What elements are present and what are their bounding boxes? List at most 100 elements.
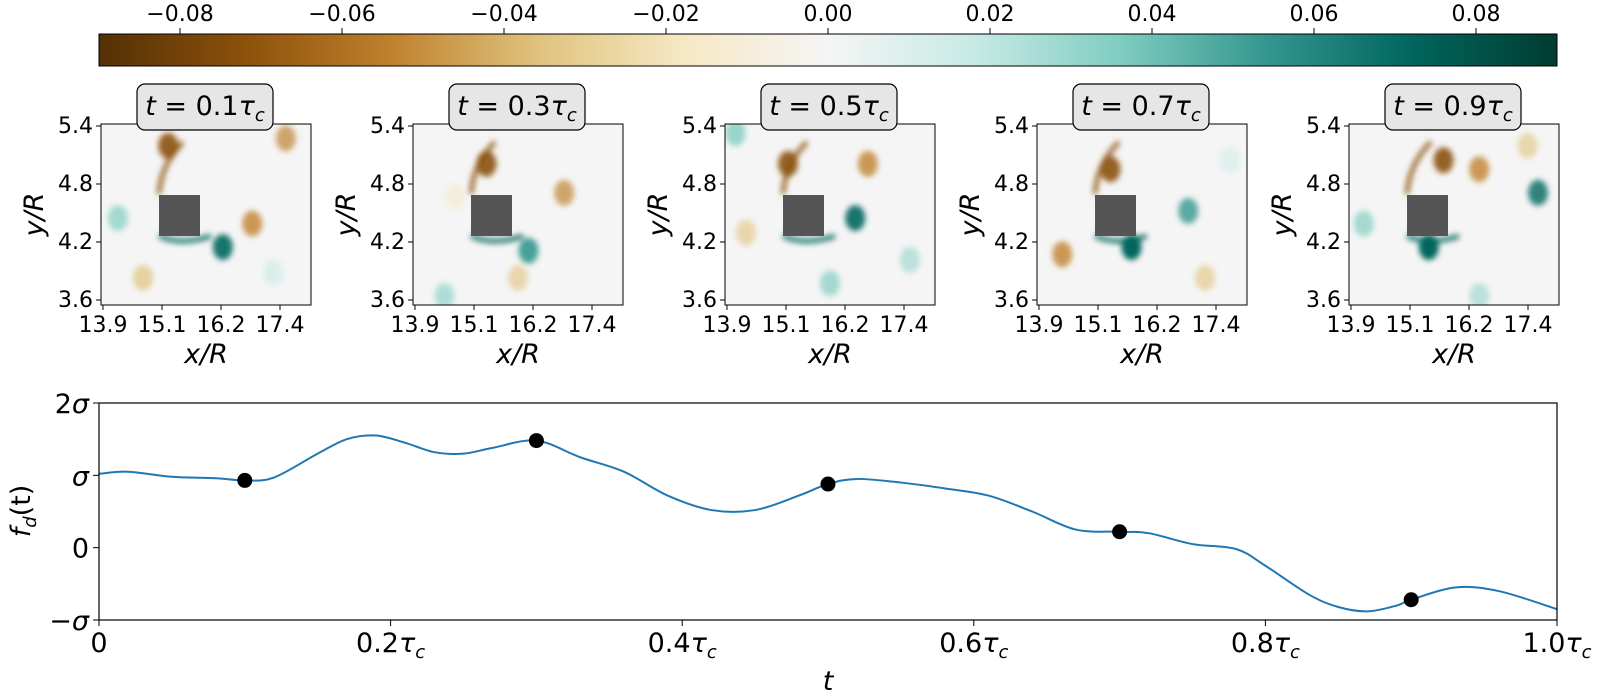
colorbar: −0.08 −0.06 −0.04 −0.02 0.00 0.02 0.04 0.06 0.08 [98,2,1558,67]
vortex-blob [242,210,263,237]
y-tick-label: 3.6 [994,288,1029,313]
x-tick-label: 17.4 [568,313,617,338]
x-tick-label: 13.9 [79,313,128,338]
x-tick-label: 0.4τc [648,628,717,663]
snapshot-panel: 5.4 4.8 4.2 3.613.9 15.1 16.2 17.4 x/R y/R t = 0.… [19,83,312,370]
shear-layer-bottom [1093,233,1148,244]
panel-x-axis-label: x/R [183,339,228,370]
shear-layer-bottom [1405,233,1460,244]
time-label-box [136,83,274,131]
x-tick-label: 0 [90,628,107,659]
obstacle-square [1095,195,1136,236]
vorticity-blobs [434,140,575,305]
y-tick-label: 5.4 [994,114,1029,139]
colorbar-ticks: −0.08 −0.06 −0.04 −0.02 0.00 0.02 0.04 0.06 0.08 [146,2,1500,34]
vortex-blob [820,270,840,297]
x-tick-label: 15.1 [1074,313,1123,338]
series-line [98,434,1558,613]
vortex-blob [263,259,284,286]
panel-x-axis-label: x/R [807,339,852,370]
vortex-blob [275,125,296,152]
colorbar-tick-label: −0.08 [146,2,213,27]
time-label-box [1384,83,1522,131]
colorbar-tick-label: 0.00 [804,2,853,27]
vortex-blob [1469,282,1490,305]
y-tick-label: 3.6 [58,288,93,313]
obstacle-square [783,195,824,236]
colorbar-tick-label: −0.06 [308,2,375,27]
y-tick-label: 4.2 [1306,230,1341,255]
colorbar-tick-label: 0.04 [1128,2,1177,27]
shear-layer-top [156,140,185,195]
obstacle-square [159,195,200,236]
vortex-blob [1353,210,1374,237]
colorbar-tick-label: 0.06 [1290,2,1339,27]
x-tick-label: 0.8τc [1231,628,1300,663]
time-label-box [760,83,898,131]
vortex-blob [1195,264,1215,291]
time-label: t = 0.5τc [769,91,889,126]
y-tick-label: 4.8 [682,172,717,197]
x-tick-label: 17.4 [256,313,305,338]
time-label-box [448,83,586,131]
panel-y-axis-label: y/R [643,193,674,238]
snapshot-panel: 5.4 4.8 4.2 3.613.9 15.1 16.2 17.4 x/R y/R t = 0.… [1267,83,1560,370]
colorbar-tick-label: −0.02 [632,2,699,27]
vortex-blob [845,205,866,232]
vortex-blob [1052,241,1073,268]
x-tick-label: 16.2 [509,313,558,338]
x-tick-label: 15.1 [138,313,187,338]
y-tick-label: 4.8 [58,172,93,197]
y-tick-label: 4.2 [58,230,93,255]
vortex-blob [554,179,575,206]
y-tick-label: 0 [72,534,89,565]
y-tick-label: 3.6 [370,288,405,313]
obstacle-square [471,195,512,236]
vortex-blob [518,237,539,264]
panel-x-axis-label: x/R [1119,339,1164,370]
y-tick-label: 3.6 [1306,288,1341,313]
x-tick-label: 0.2τc [356,628,425,663]
time-label: t = 0.9τc [1393,91,1513,126]
snapshot-panel: 5.4 4.8 4.2 3.613.9 15.1 16.2 17.4 x/R y/R t = 0.… [643,83,936,370]
vortex-blob [508,264,528,291]
snapshot-marker [1403,592,1419,608]
y-tick-label: −σ [49,606,90,637]
panel-y-axis-label: y/R [331,193,362,238]
colorbar-tick-label: 0.02 [966,2,1015,27]
snapshot-panel: 5.4 4.8 4.2 3.613.9 15.1 16.2 17.4 x/R y/R t = 0.… [331,83,624,370]
shear-layer-top [468,140,497,195]
obstacle-square [1407,195,1448,236]
vortex-blob [899,246,920,273]
shear-layer-bottom [469,233,524,244]
vortex-blob [133,264,153,291]
y-tick-label: σ [72,461,90,492]
x-tick-label: 0.6τc [939,628,1008,663]
x-tick-label: 17.4 [880,313,929,338]
y-tick-label: 4.2 [370,230,405,255]
x-tick-label: 16.2 [1445,313,1494,338]
vortex-blob [445,183,465,210]
x-ticks: 0 0.2τc 0.4τc 0.6τc 0.8τc 1.0τc [90,620,1592,663]
x-tick-label: 16.2 [1133,313,1182,338]
shear-layer-bottom [781,233,836,244]
snapshot-panel: 5.4 4.8 4.2 3.613.9 15.1 16.2 17.4 x/R y/R t = 0.… [955,83,1248,370]
colorbar-tick-label: −0.04 [470,2,537,27]
y-tick-label: 2σ [55,389,90,420]
vortex-blob [1469,156,1490,183]
x-tick-label: 13.9 [703,313,752,338]
snapshot-markers [237,433,1419,608]
x-tick-label: 13.9 [391,313,440,338]
vortex-blob [1220,147,1241,174]
x-tick-label: 15.1 [1386,313,1435,338]
snapshot-panels: 5.44.84.23.613.9 15.1 16.2 17.4x/Ry/Rt = 0.… [19,83,1560,370]
vortex-blob [212,234,233,261]
vortex-blob [1528,179,1548,206]
vortex-blob [107,205,128,232]
snapshot-marker [237,472,253,488]
shear-layer-top [1092,140,1121,195]
shear-layer-bottom [157,233,212,244]
shear-layer-top [780,140,809,195]
